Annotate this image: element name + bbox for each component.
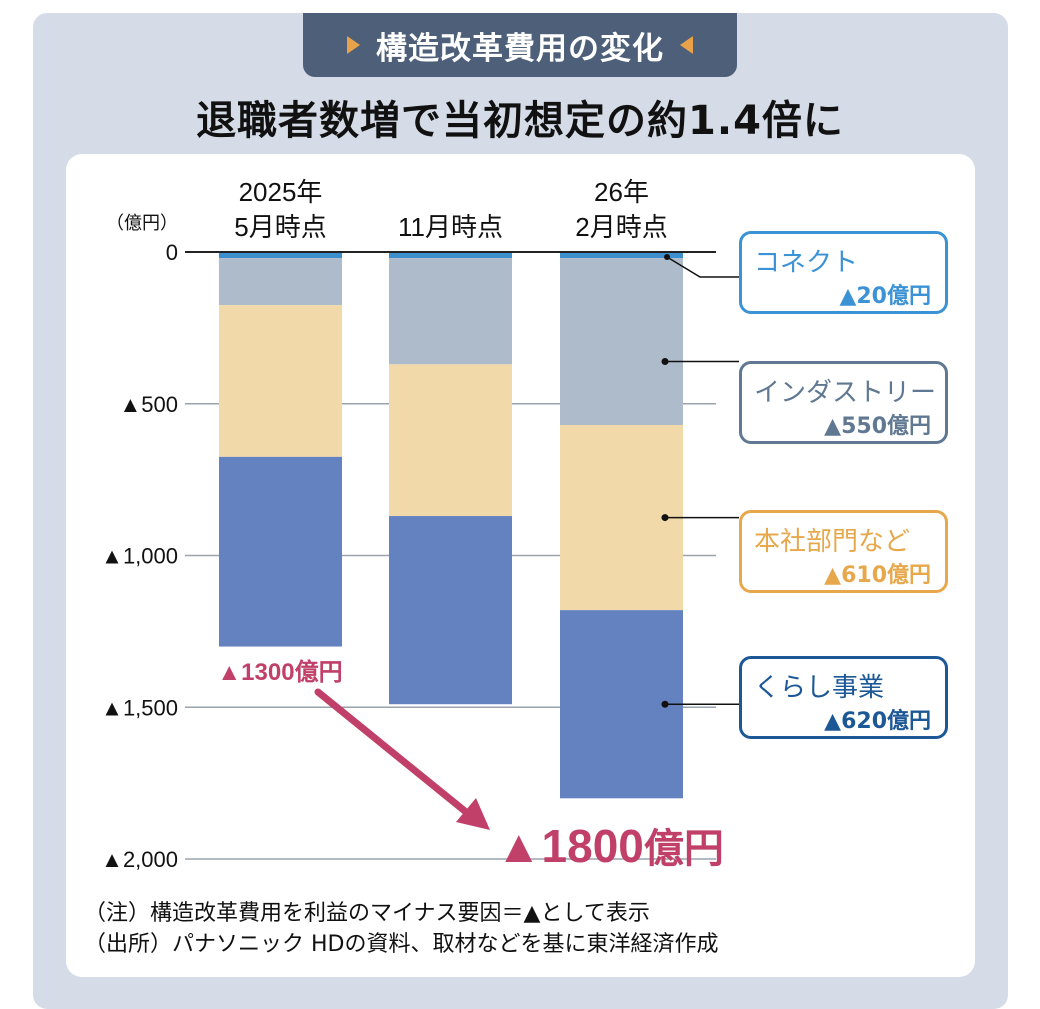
initial-total-label: ▲1300億円 [217,658,342,686]
y-tick-label: ▲500 [120,392,178,417]
callout-corporate-name: 本社部門など [754,527,911,557]
y-tick-label: ▲2,000 [101,847,178,872]
bar-segment [560,252,683,259]
triangle-right-icon [347,36,360,54]
callout-lifestyle-value: ▲620億円 [824,709,931,734]
category-label: 11月時点 [398,212,503,242]
callout-corporate: 本社部門など ▲610億円 [739,510,948,593]
bar-segment [219,258,342,306]
headline: 退職者数増で当初想定の約1.4倍に [196,98,844,144]
callout-connect-value: ▲20億円 [839,284,931,309]
leader-line [666,256,739,278]
y-tick-label: ▲1,000 [101,544,178,569]
callout-lifestyle-name: くらし事業 [754,673,885,703]
triangle-left-icon [680,36,693,54]
footnotes: （注）構造改革費用を利益のマイナス要因＝▲として表示 （出所）パナソニック HD… [84,898,718,960]
unit-label: （億円） [106,213,178,233]
bar-segment [389,258,512,365]
category-label: 2025年 [239,177,323,207]
increase-arrowhead [456,798,490,830]
increase-arrow [314,688,470,816]
bar-segment [389,516,512,705]
callout-industry-name: インダストリー [754,378,937,408]
callout-industry: インダストリー ▲550億円 [739,361,948,444]
section-tag: 構造改革費用の変化 [303,13,737,77]
bar-segment [389,364,512,517]
callout-corporate-value: ▲610億円 [824,563,931,588]
bar-segment [389,252,512,259]
bar-segment [219,456,342,647]
y-tick-label: 0 [166,240,178,265]
y-tick-label: ▲1,500 [101,695,178,720]
bar-segment [219,305,342,457]
callout-connect-name: コネクト [754,248,859,278]
final-total-label: ▲1800億円 [496,820,724,872]
bar-segment [560,258,683,425]
category-label: 26年 [594,177,649,207]
section-tag-label: 構造改革費用の変化 [376,30,664,67]
footnote-note: （注）構造改革費用を利益のマイナス要因＝▲として表示 [84,901,650,926]
callout-connect: コネクト ▲20億円 [739,231,948,314]
bar-segment [219,252,342,259]
final-total-unit: 億円 [644,827,724,871]
footnote-source: （出所）パナソニック HDの資料、取材などを基に東洋経済作成 [84,932,719,957]
final-total-number: ▲1800 [496,820,644,872]
callout-lifestyle: くらし事業 ▲620億円 [739,656,948,739]
category-label: 5月時点 [234,212,326,242]
callout-industry-value: ▲550億円 [824,414,931,439]
category-label: 2月時点 [575,212,667,242]
